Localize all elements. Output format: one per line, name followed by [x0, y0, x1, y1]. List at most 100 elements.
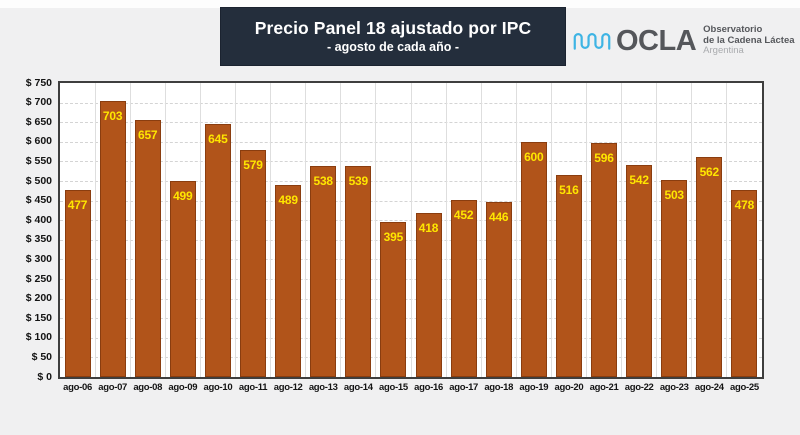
bar-value-label: 542 [629, 172, 649, 187]
y-tick-label: $ 150 [25, 311, 52, 324]
y-tick-label: $ 100 [25, 331, 52, 344]
bar-value-label: 395 [383, 230, 404, 245]
v-gridline [164, 83, 166, 377]
y-tick-label: $ 650 [25, 115, 52, 128]
bar-value-label: 503 [664, 187, 684, 202]
bar-ago-18: 446 [485, 202, 512, 377]
x-tick-label: ago-11 [238, 382, 268, 393]
bar-ago-19: 600 [520, 141, 547, 377]
bar-ago-13: 538 [310, 166, 337, 377]
y-tick-label: $ 350 [25, 233, 52, 246]
bar-value-label: 579 [243, 158, 263, 172]
logo-org-line2: de la Cadena Láctea [703, 34, 795, 46]
x-tick-label: ago-25 [730, 382, 759, 393]
ocla-logo: OCLA Observatorio de la Cadena Láctea Ar… [572, 19, 795, 63]
x-tick-label: ago-23 [659, 382, 689, 393]
x-tick-label: ago-10 [203, 382, 233, 393]
bar-ago-16: 418 [415, 213, 442, 377]
y-tick-label: $ 750 [25, 76, 52, 89]
plot-area: 477 703 657 499 645 579 489 538 539 395 418 452 446 6… [58, 81, 764, 379]
y-tick-label: $ 500 [25, 174, 52, 187]
x-tick-label: ago-20 [554, 382, 584, 393]
x-tick-label: ago-16 [414, 382, 443, 393]
bar-ago-07: 703 [99, 101, 126, 377]
logo-brand-text: OCLA [616, 25, 697, 57]
bar-ago-14: 539 [345, 165, 372, 377]
bar-value-label: 478 [734, 197, 755, 212]
chart-subtitle: - agosto de cada año - [327, 40, 459, 54]
bar-value-label: 657 [137, 127, 158, 142]
y-tick-label: $ 0 [37, 370, 52, 383]
v-gridline [726, 83, 728, 377]
v-gridline [445, 83, 447, 377]
x-tick-label: ago-12 [273, 382, 303, 393]
x-tick-label: ago-17 [449, 382, 479, 393]
bar-value-label: 489 [278, 193, 298, 208]
bar-ago-17: 452 [450, 199, 477, 377]
v-gridline [129, 83, 131, 377]
v-gridline [410, 83, 412, 377]
y-tick-label: $ 700 [25, 96, 52, 109]
y-tick-label: $ 300 [25, 252, 52, 265]
x-tick-label: ago-24 [694, 382, 724, 393]
bar-value-label: 600 [524, 149, 544, 164]
chart-title-box: Precio Panel 18 ajustado por IPC - agost… [221, 8, 565, 65]
bar-value-label: 477 [67, 198, 88, 212]
v-gridline [691, 83, 693, 377]
x-tick-label: ago-18 [484, 382, 514, 393]
v-gridline [340, 83, 342, 377]
y-tick-label: $ 200 [25, 292, 52, 305]
v-gridline [235, 83, 236, 377]
v-gridline [375, 83, 377, 377]
bar-value-label: 645 [208, 132, 228, 147]
x-tick-label: ago-15 [379, 382, 408, 393]
y-tick-label: $ 600 [25, 135, 52, 148]
v-gridline [480, 83, 482, 377]
v-gridline [305, 83, 307, 377]
logo-org-text: Observatorio de la Cadena Láctea Argenti… [703, 23, 795, 57]
bar-value-label: 452 [453, 207, 474, 222]
v-gridline [586, 83, 587, 377]
bar-ago-24: 562 [696, 156, 723, 377]
x-tick-label: ago-14 [343, 382, 373, 393]
y-tick-label: $ 400 [25, 213, 52, 226]
logo-org-line1: Observatorio [703, 23, 763, 35]
bar-ago-21: 596 [591, 143, 617, 377]
x-tick-label: ago-06 [63, 382, 92, 393]
bar-ago-23: 503 [661, 179, 688, 377]
top-strip [0, 0, 800, 8]
v-gridline [515, 83, 517, 377]
v-gridline [270, 83, 272, 377]
x-tick-label: ago-08 [133, 382, 163, 393]
bar-value-label: 562 [699, 164, 720, 179]
bar-value-label: 446 [488, 210, 509, 225]
x-tick-label: ago-07 [98, 382, 128, 393]
x-tick-label: ago-13 [308, 382, 338, 393]
x-tick-label: ago-22 [624, 382, 654, 393]
bar-ago-08: 657 [134, 119, 161, 377]
bar-value-label: 703 [102, 109, 123, 124]
wave-icon [572, 23, 612, 59]
chart-title: Precio Panel 18 ajustado por IPC [254, 18, 532, 38]
y-tick-label: $ 550 [25, 154, 52, 167]
y-tick-label: $ 450 [25, 194, 52, 207]
bar-ago-22: 542 [626, 164, 653, 377]
x-tick-label: ago-19 [519, 382, 549, 393]
bar-value-label: 516 [559, 182, 579, 197]
bar-ago-12: 489 [275, 185, 302, 377]
bar-ago-11: 579 [240, 150, 266, 377]
x-tick-label: ago-21 [589, 382, 619, 393]
y-tick-label: $ 250 [25, 272, 52, 285]
bar-ago-15: 395 [380, 222, 407, 377]
bar-ago-09: 499 [169, 181, 196, 377]
bar-value-label: 418 [418, 221, 439, 236]
v-gridline [199, 83, 201, 377]
bar-ago-10: 645 [204, 124, 231, 377]
bar-value-label: 539 [348, 173, 369, 188]
v-gridline [656, 83, 658, 377]
x-tick-label: ago-09 [168, 382, 198, 393]
v-gridline [550, 83, 552, 377]
bar-value-label: 499 [173, 189, 193, 204]
bar-ago-20: 516 [555, 174, 582, 377]
y-tick-label: $ 50 [31, 350, 52, 363]
